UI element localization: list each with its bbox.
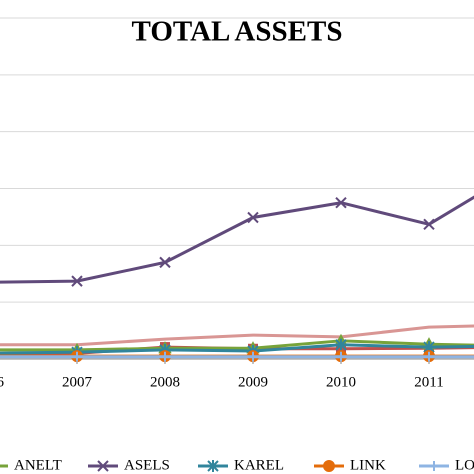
marker [429,461,439,471]
marker [248,351,258,362]
legend-item: LINK [314,457,386,473]
marker [424,351,434,362]
marker [72,351,82,362]
marker [335,197,347,209]
legend-item: KAREL [198,457,284,473]
x-tick-label: 2007 [62,374,93,390]
chart-title: TOTAL ASSETS [132,16,343,48]
marker [160,351,170,362]
marker [207,460,219,472]
legend-label: ANELT [14,457,62,473]
marker [159,256,171,269]
legend-item: ANELT [0,457,62,473]
marker [336,351,346,362]
x-tick-label: 2011 [414,374,443,390]
x-tick-label: 2008 [150,374,180,390]
marker [247,211,259,224]
legend-item: ASELS [88,457,170,473]
legend-label: LINK [350,457,386,473]
legend-label: ASELS [124,457,170,473]
legend-label: KAREL [234,457,284,473]
marker [323,460,335,472]
marker [97,460,109,472]
x-tick-label: 2009 [238,374,268,390]
x-tick-label: 2010 [326,374,356,390]
legend-label: LOGO [455,457,474,473]
x-tick-label: 2006 [0,374,5,390]
marker [71,275,83,287]
marker [423,218,435,231]
legend-item: LOGO [419,457,474,473]
marker [335,338,347,351]
